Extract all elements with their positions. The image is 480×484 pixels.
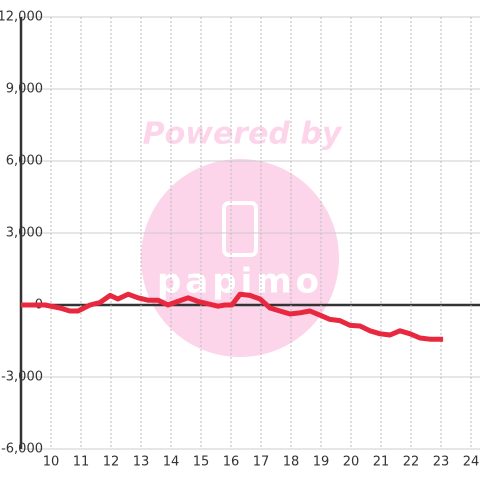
watermark-icon <box>222 201 258 257</box>
x-tick-label: 16 <box>223 455 240 470</box>
x-tick-label: 24 <box>463 455 480 470</box>
x-tick-label: 12 <box>103 455 120 470</box>
watermark-text: Powered by <box>143 117 343 152</box>
x-tick-label: 18 <box>283 455 300 470</box>
x-tick-label: 17 <box>253 455 270 470</box>
y-tick-label: 3,000 <box>6 226 43 241</box>
series-line <box>21 291 444 342</box>
x-tick-label: 22 <box>403 455 420 470</box>
watermark-circle <box>141 159 339 357</box>
x-tick-label: 21 <box>373 455 390 470</box>
x-tick-label: 13 <box>133 455 150 470</box>
y-tick-label: 9,000 <box>6 82 43 97</box>
x-tick-label: 15 <box>193 455 210 470</box>
x-tick-label: 19 <box>313 455 330 470</box>
x-tick-label: 14 <box>163 455 180 470</box>
x-tick-label: 23 <box>433 455 450 470</box>
y-tick-label: 6,000 <box>6 154 43 169</box>
x-tick-label: 20 <box>343 455 360 470</box>
x-tick-label: 11 <box>73 455 90 470</box>
x-tick-label: 10 <box>43 455 60 470</box>
